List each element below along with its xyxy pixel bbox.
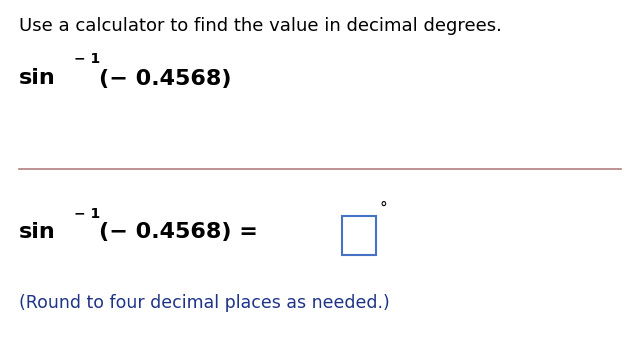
Text: (− 0.4568): (− 0.4568): [99, 69, 232, 89]
Text: − 1: − 1: [74, 51, 100, 66]
Text: Use a calculator to find the value in decimal degrees.: Use a calculator to find the value in de…: [19, 17, 502, 35]
Text: (Round to four decimal places as needed.): (Round to four decimal places as needed.…: [19, 294, 390, 312]
FancyBboxPatch shape: [342, 216, 376, 255]
Text: (− 0.4568) =: (− 0.4568) =: [99, 222, 258, 242]
Text: sin: sin: [19, 222, 56, 242]
Text: sin: sin: [19, 69, 56, 89]
Text: − 1: − 1: [74, 207, 100, 221]
Text: °: °: [380, 201, 387, 216]
